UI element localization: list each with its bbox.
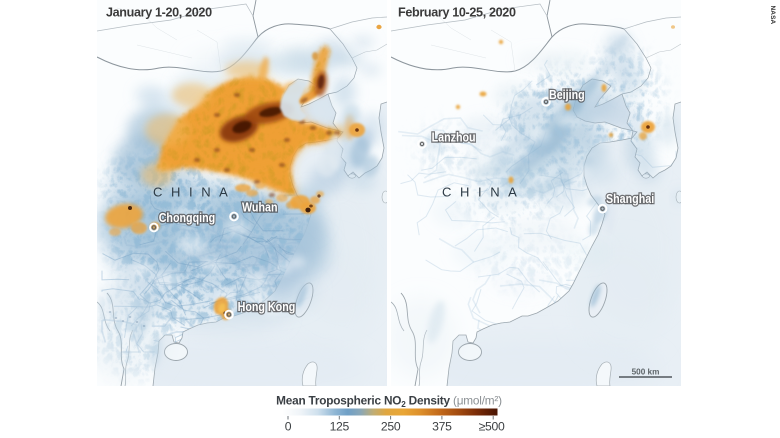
svg-text:February 10-25, 2020: February 10-25, 2020 (398, 5, 516, 19)
svg-text:January 1-20, 2020: January 1-20, 2020 (106, 5, 212, 19)
svg-text:Beijing: Beijing (549, 88, 585, 102)
svg-text:≥500: ≥500 (479, 420, 505, 434)
svg-text:Lanzhou: Lanzhou (432, 131, 476, 145)
svg-text:Mean Tropospheric NO2 Density: Mean Tropospheric NO2 Density (μmol/m²) (276, 394, 502, 409)
svg-text:375: 375 (432, 420, 452, 434)
svg-text:Shanghai: Shanghai (606, 192, 654, 206)
svg-text:CHINA: CHINA (153, 185, 236, 200)
svg-text:0: 0 (285, 420, 292, 434)
svg-text:NASA: NASA (769, 6, 776, 25)
svg-text:CHINA: CHINA (442, 185, 525, 200)
svg-text:Chongqing: Chongqing (159, 211, 215, 225)
svg-text:500 km: 500 km (632, 368, 660, 377)
svg-text:Hong Kong: Hong Kong (238, 300, 296, 314)
svg-text:250: 250 (381, 420, 401, 434)
svg-text:125: 125 (330, 420, 350, 434)
svg-text:Wuhan: Wuhan (242, 201, 277, 215)
